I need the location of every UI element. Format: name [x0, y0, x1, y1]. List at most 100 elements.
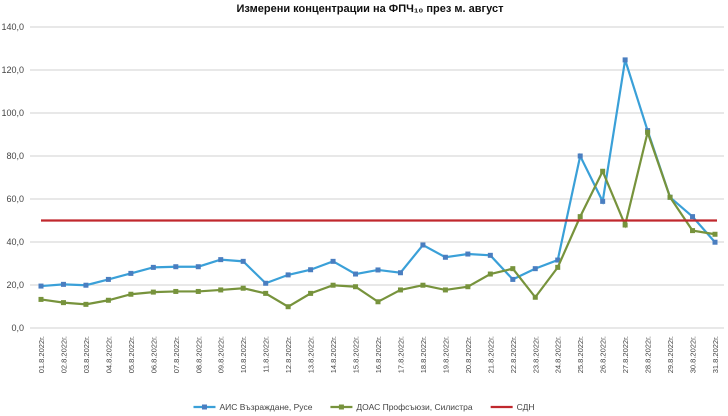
y-tick-label: 60,0	[6, 194, 24, 204]
x-tick-label: 04.8.2022г.	[104, 336, 113, 373]
data-point	[397, 287, 403, 293]
x-tick-label: 10.8.2022г.	[239, 336, 248, 373]
x-tick-label: 05.8.2022г.	[127, 336, 136, 373]
data-point	[600, 198, 606, 204]
data-point	[105, 276, 111, 282]
data-point	[442, 254, 448, 260]
data-point	[622, 222, 628, 228]
data-point	[555, 264, 561, 270]
x-tick-label: 26.8.2022г.	[599, 336, 608, 373]
y-tick-label: 140,0	[1, 22, 24, 32]
data-point	[690, 228, 696, 234]
data-point	[173, 288, 179, 294]
data-point	[263, 290, 269, 296]
data-point	[38, 296, 44, 302]
legend-item: СДН	[490, 402, 535, 412]
data-point	[555, 257, 561, 263]
data-point	[263, 280, 269, 286]
data-point	[150, 264, 156, 270]
data-point	[690, 214, 696, 220]
data-point	[353, 284, 359, 290]
x-tick-label: 27.8.2022г.	[621, 336, 630, 373]
data-point	[465, 284, 471, 290]
data-point	[240, 285, 246, 291]
x-tick-label: 14.8.2022г.	[329, 336, 338, 373]
x-tick-label: 01.8.2022г.	[37, 336, 46, 373]
data-point	[577, 214, 583, 220]
data-point	[353, 271, 359, 277]
legend-label: СДН	[517, 402, 535, 412]
x-tick-label: 15.8.2022г.	[352, 336, 361, 373]
x-tick-label: 18.8.2022г.	[419, 336, 428, 373]
legend-item: АИС Възраждане, Русе	[193, 402, 313, 412]
data-point	[465, 251, 471, 257]
x-tick-label: 12.8.2022г.	[284, 336, 293, 373]
legend-label: ДОАС Профсъюзи, Силистра	[356, 402, 472, 412]
data-point	[285, 272, 291, 278]
data-point	[308, 267, 314, 273]
legend: АИС Възраждане, Русе ДОАС Профсъюзи, Сили…	[193, 402, 535, 412]
data-point	[510, 266, 516, 272]
data-point	[420, 282, 426, 288]
data-point	[577, 153, 583, 159]
data-point	[308, 290, 314, 296]
x-tick-label: 24.8.2022г.	[554, 336, 563, 373]
data-point	[195, 264, 201, 270]
data-point	[375, 299, 381, 305]
data-point	[128, 291, 134, 297]
x-tick-label: 19.8.2022г.	[441, 336, 450, 373]
x-tick-label: 25.8.2022г.	[576, 336, 585, 373]
data-point	[218, 257, 224, 263]
data-point	[397, 270, 403, 276]
x-tick-label: 03.8.2022г.	[82, 336, 91, 373]
x-tick-label: 29.8.2022г.	[666, 336, 675, 373]
x-tick-label: 07.8.2022г.	[172, 336, 181, 373]
y-tick-label: 20,0	[6, 280, 24, 290]
y-tick-label: 40,0	[6, 237, 24, 247]
y-tick-label: 120,0	[1, 65, 24, 75]
data-point	[667, 194, 673, 200]
y-tick-label: 80,0	[6, 151, 24, 161]
data-point	[218, 287, 224, 293]
x-tick-label: 11.8.2022г.	[262, 336, 271, 373]
data-point	[487, 252, 493, 258]
data-point	[150, 289, 156, 295]
x-tick-label: 09.8.2022г.	[217, 336, 226, 373]
x-tick-label: 16.8.2022г.	[374, 336, 383, 373]
plot-area	[38, 57, 718, 310]
gridlines	[30, 26, 724, 329]
legend-label: АИС Възраждане, Русе	[219, 402, 312, 412]
x-tick-label: 30.8.2022г.	[689, 336, 698, 373]
data-point	[60, 281, 66, 287]
data-point	[712, 239, 718, 245]
data-point	[83, 282, 89, 288]
x-tick-label: 31.8.2022г.	[711, 336, 720, 373]
series-line-1	[40, 59, 716, 288]
x-axis: 01.8.2022г. 02.8.2022г. 03.8.2022г. 04.8.20…	[37, 336, 720, 373]
chart-title: Измерени концентрации на ФПЧ₁₀ през м. а…	[237, 3, 505, 15]
x-tick-label: 02.8.2022г.	[59, 336, 68, 373]
x-tick-label: 20.8.2022г.	[464, 336, 473, 373]
x-tick-label: 23.8.2022г.	[531, 336, 540, 373]
data-point	[600, 168, 606, 174]
data-point	[83, 301, 89, 307]
x-tick-label: 08.8.2022г.	[194, 336, 203, 373]
x-tick-label: 13.8.2022г.	[307, 336, 316, 373]
data-point	[173, 264, 179, 270]
data-point	[330, 258, 336, 264]
data-point	[645, 129, 651, 135]
data-point	[38, 283, 44, 289]
data-point	[712, 231, 718, 237]
data-point	[622, 57, 628, 63]
data-point	[442, 287, 448, 293]
y-tick-label: 100,0	[1, 108, 24, 118]
legend-marker	[201, 404, 207, 410]
x-tick-label: 22.8.2022г.	[509, 336, 518, 373]
legend-marker	[338, 404, 344, 410]
x-tick-label: 21.8.2022г.	[486, 336, 495, 373]
x-tick-label: 06.8.2022г.	[149, 336, 158, 373]
data-point	[532, 266, 538, 272]
data-point	[420, 242, 426, 248]
data-point	[532, 294, 538, 300]
